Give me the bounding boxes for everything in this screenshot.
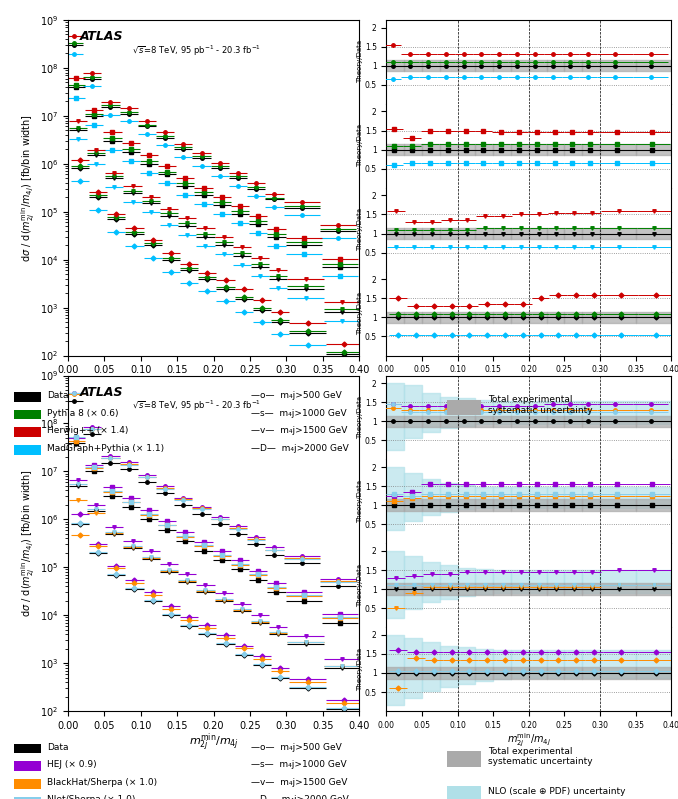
Text: —v—  m₄j>1500 GeV: —v— m₄j>1500 GeV <box>251 777 347 787</box>
Y-axis label: Theory/Data: Theory/Data <box>357 41 363 83</box>
Text: —o—  m₄j>500 GeV: —o— m₄j>500 GeV <box>251 742 342 752</box>
X-axis label: $m^{\mathrm{min}}_{2j}/m_{4j}$: $m^{\mathrm{min}}_{2j}/m_{4j}$ <box>506 376 551 393</box>
Text: HEJ (× 0.9): HEJ (× 0.9) <box>47 760 97 769</box>
Y-axis label: d$\sigma$ / d($m^{\mathrm{min}}_{2j}/m_{4j}$) [fb/bin width]: d$\sigma$ / d($m^{\mathrm{min}}_{2j}/m_{… <box>20 113 37 262</box>
Text: —D—  m₄j>2000 GeV: —D— m₄j>2000 GeV <box>251 443 348 453</box>
Text: Data: Data <box>47 742 69 752</box>
Y-axis label: Theory/Data: Theory/Data <box>357 480 363 523</box>
Text: $\sqrt{s}$=8 TeV, 95 pb$^{-1}$ - 20.3 fb$^{-1}$: $\sqrt{s}$=8 TeV, 95 pb$^{-1}$ - 20.3 fb… <box>132 399 261 413</box>
Y-axis label: Theory/Data: Theory/Data <box>357 396 363 439</box>
Text: —s—  m₄j>1000 GeV: —s— m₄j>1000 GeV <box>251 760 346 769</box>
Text: Data: Data <box>47 391 69 400</box>
Y-axis label: Theory/Data: Theory/Data <box>357 564 363 606</box>
Y-axis label: Theory/Data: Theory/Data <box>357 125 363 167</box>
Y-axis label: Theory/Data: Theory/Data <box>357 209 363 251</box>
Text: Pythia 8 (× 0.6): Pythia 8 (× 0.6) <box>47 408 119 418</box>
X-axis label: $m^{\mathrm{min}}_{2j}/m_{4j}$: $m^{\mathrm{min}}_{2j}/m_{4j}$ <box>506 731 551 749</box>
Text: —D—  m₄j>2000 GeV: —D— m₄j>2000 GeV <box>251 795 348 799</box>
Text: —o—  m₄j>500 GeV: —o— m₄j>500 GeV <box>251 391 342 400</box>
X-axis label: $m^{\mathrm{min}}_{2j}/m_{4j}$: $m^{\mathrm{min}}_{2j}/m_{4j}$ <box>188 376 239 399</box>
Text: ATLAS: ATLAS <box>79 30 123 43</box>
Text: NLO (scale ⊕ PDF) uncertainty: NLO (scale ⊕ PDF) uncertainty <box>488 787 626 797</box>
Y-axis label: Theory/Data: Theory/Data <box>357 292 363 335</box>
Text: Total experimental
systematic uncertainty: Total experimental systematic uncertaint… <box>488 747 593 766</box>
Y-axis label: Theory/Data: Theory/Data <box>357 648 363 690</box>
Text: $\sqrt{s}$=8 TeV, 95 pb$^{-1}$ - 20.3 fb$^{-1}$: $\sqrt{s}$=8 TeV, 95 pb$^{-1}$ - 20.3 fb… <box>132 43 261 58</box>
Text: NJet/Sherpa (× 1.0): NJet/Sherpa (× 1.0) <box>47 795 136 799</box>
Text: —v—  m₄j>1500 GeV: —v— m₄j>1500 GeV <box>251 426 347 435</box>
X-axis label: $m^{\mathrm{min}}_{2j}/m_{4j}$: $m^{\mathrm{min}}_{2j}/m_{4j}$ <box>188 732 239 754</box>
Text: —s—  m₄j>1000 GeV: —s— m₄j>1000 GeV <box>251 408 346 418</box>
Text: ATLAS: ATLAS <box>79 386 123 399</box>
Text: Herwig++ (× 1.4): Herwig++ (× 1.4) <box>47 426 129 435</box>
Text: BlackHat/Sherpa (× 1.0): BlackHat/Sherpa (× 1.0) <box>47 777 157 787</box>
Text: MadGraph+Pythia (× 1.1): MadGraph+Pythia (× 1.1) <box>47 443 165 453</box>
Y-axis label: d$\sigma$ / d($m^{\mathrm{min}}_{2j}/m_{4j}$) [fb/bin width]: d$\sigma$ / d($m^{\mathrm{min}}_{2j}/m_{… <box>20 469 37 618</box>
Text: Total experimental
systematic uncertainty: Total experimental systematic uncertaint… <box>488 396 593 415</box>
